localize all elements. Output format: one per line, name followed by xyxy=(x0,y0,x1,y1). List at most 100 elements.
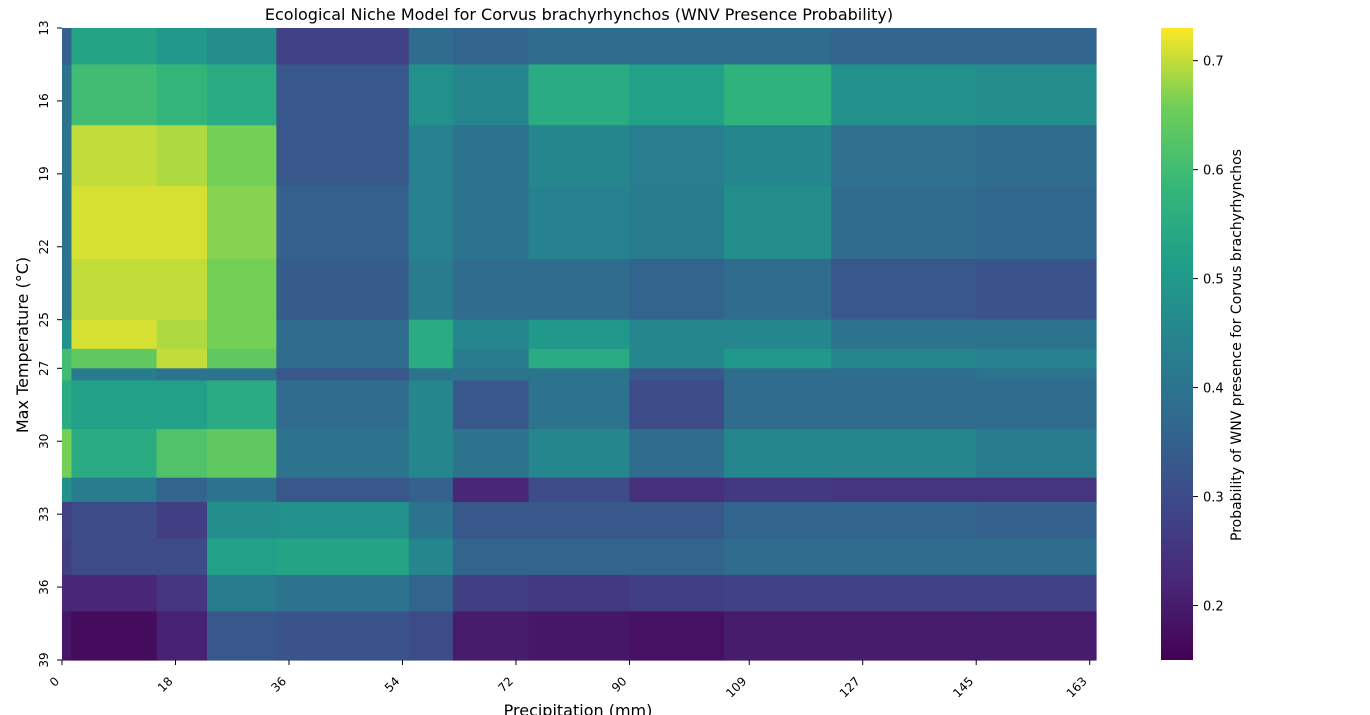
heatmap-cell xyxy=(276,502,410,540)
heatmap-cell xyxy=(276,380,410,430)
heatmap-cell xyxy=(156,380,208,430)
heatmap-cell xyxy=(408,380,454,430)
heatmap-cell xyxy=(452,538,530,576)
heatmap-cell xyxy=(452,380,530,430)
heatmap-cell xyxy=(452,502,530,540)
colorbar-label: Probability of WNV presence for Corvus b… xyxy=(1229,149,1245,541)
heatmap-cell xyxy=(408,28,454,66)
heatmap-cell xyxy=(831,258,977,321)
heatmap-cell xyxy=(528,125,631,187)
x-tick-label: 90 xyxy=(609,674,630,695)
heatmap-cell xyxy=(207,258,277,321)
heatmap-cell xyxy=(831,611,977,661)
heatmap-cell xyxy=(156,125,208,187)
heatmap-cell xyxy=(452,368,530,382)
x-tick-label: 0 xyxy=(47,674,62,689)
heatmap-cell xyxy=(528,611,631,661)
heatmap-cell xyxy=(976,368,1097,382)
heatmap-cell xyxy=(276,64,410,126)
heatmap-cell xyxy=(452,28,530,66)
heatmap-cell xyxy=(71,125,158,187)
heatmap-cell xyxy=(452,186,530,260)
heatmap-cell xyxy=(71,429,158,479)
heatmap-cell xyxy=(724,186,832,260)
heatmap-cell xyxy=(528,477,631,503)
colorbar-tick-label: 0.4 xyxy=(1203,382,1224,397)
heatmap-cell xyxy=(528,64,631,126)
colorbar-ticks: 0.2 0.3 0.4 0.5 0.6 0.7 xyxy=(1193,55,1224,615)
heatmap-cell xyxy=(207,574,277,612)
heatmap-cell xyxy=(831,368,977,382)
heatmap-cell xyxy=(528,502,631,540)
heatmap-cell xyxy=(71,64,158,126)
heatmap-cell xyxy=(528,258,631,321)
y-tick-label: 33 xyxy=(37,507,51,522)
heatmap-cell xyxy=(976,380,1097,430)
heatmap-cell xyxy=(408,502,454,540)
heatmap-cell xyxy=(831,538,977,576)
x-axis-ticks: 0 18 36 54 72 90 109 127 145 163 xyxy=(47,660,1091,700)
y-tick-label: 30 xyxy=(37,434,51,449)
heatmap-cell xyxy=(156,574,208,612)
y-tick-label: 16 xyxy=(37,93,51,108)
heatmap-cell xyxy=(156,368,208,382)
y-tick-label: 13 xyxy=(37,20,51,35)
colorbar-tick-label: 0.6 xyxy=(1203,164,1224,179)
heatmap-cell xyxy=(976,125,1097,187)
heatmap-cell xyxy=(62,28,73,66)
heatmap-cell xyxy=(156,429,208,479)
heatmap-cell xyxy=(71,28,158,66)
heatmap-cell xyxy=(156,611,208,661)
heatmap-cell xyxy=(71,538,158,576)
heatmap-cell xyxy=(528,28,631,66)
y-tick-label: 39 xyxy=(37,652,51,667)
heatmap-cell xyxy=(976,28,1097,66)
y-tick-label: 19 xyxy=(37,166,51,181)
heatmap-cell xyxy=(629,477,725,503)
heatmap-cell xyxy=(629,125,725,187)
heatmap-cell xyxy=(71,502,158,540)
heatmap-cell xyxy=(408,319,454,350)
heatmap-cell xyxy=(276,368,410,382)
heatmap-cell xyxy=(408,429,454,479)
x-tick-label: 36 xyxy=(268,674,289,695)
y-tick-label: 25 xyxy=(37,312,51,327)
heatmap-cell xyxy=(724,28,832,66)
heatmap-cell xyxy=(207,611,277,661)
heatmap-cell xyxy=(207,28,277,66)
colorbar-tick-label: 0.5 xyxy=(1203,273,1224,288)
heatmap-cell xyxy=(976,477,1097,503)
heatmap-cell xyxy=(207,348,277,369)
heatmap-cell xyxy=(62,502,73,540)
y-tick-label: 36 xyxy=(37,579,51,594)
heatmap-cell xyxy=(629,28,725,66)
heatmap-cell xyxy=(452,429,530,479)
heatmap-cell xyxy=(629,611,725,661)
heatmap-cell xyxy=(724,538,832,576)
x-tick-label: 127 xyxy=(837,674,863,700)
heatmap-cell xyxy=(71,611,158,661)
heatmap-cell xyxy=(976,538,1097,576)
heatmap-cell xyxy=(71,380,158,430)
heatmap-cell xyxy=(629,348,725,369)
x-tick-label: 145 xyxy=(950,674,976,700)
heatmap-cell xyxy=(207,477,277,503)
heatmap-cell xyxy=(724,368,832,382)
heatmap-cell xyxy=(452,319,530,350)
heatmap-cell xyxy=(62,319,73,350)
heatmap-cell xyxy=(408,348,454,369)
x-tick-label: 72 xyxy=(495,674,516,695)
colorbar-tick-label: 0.2 xyxy=(1203,600,1224,615)
heatmap-cell xyxy=(408,574,454,612)
x-axis-label: Precipitation (mm) xyxy=(504,701,653,715)
y-axis-label: Max Temperature (°C) xyxy=(13,257,32,433)
y-tick-label: 27 xyxy=(37,361,51,376)
heatmap-cell xyxy=(629,502,725,540)
heatmap-cell xyxy=(408,611,454,661)
heatmap-cell xyxy=(207,125,277,187)
heatmap-cell xyxy=(629,538,725,576)
heatmap-cell xyxy=(62,186,73,260)
heatmap-cell xyxy=(976,502,1097,540)
heatmap-cell xyxy=(528,186,631,260)
heatmap-cell xyxy=(724,477,832,503)
